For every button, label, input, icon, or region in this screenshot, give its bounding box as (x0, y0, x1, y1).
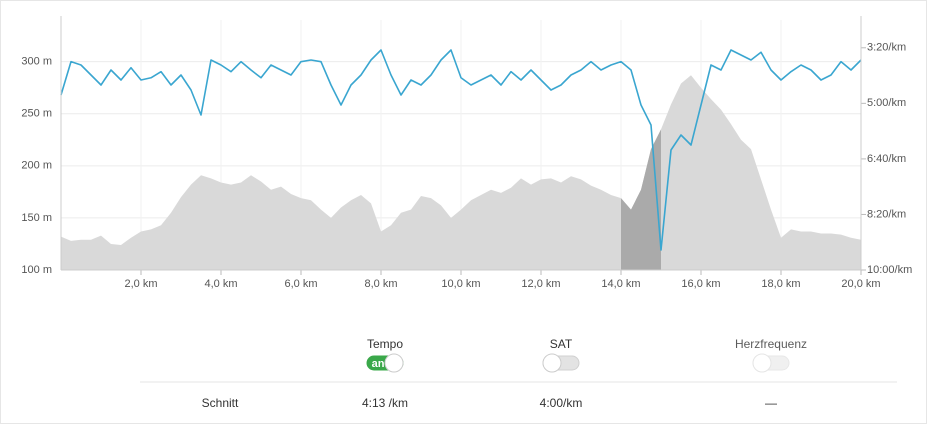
control-label: Herzfrequenz (735, 337, 807, 351)
toggle[interactable] (542, 353, 580, 373)
x-tick-label: 14,0 km (601, 278, 640, 290)
toggle-knob (752, 353, 772, 373)
y-tick-label: 300 m (21, 56, 52, 68)
y-tick-label: 200 m (21, 160, 52, 172)
y-tick-label: 150 m (21, 212, 52, 224)
summary-label: Schnitt (202, 396, 239, 410)
control-label: Tempo (367, 337, 403, 351)
y2-tick-label: 3:20/km (867, 42, 906, 54)
toggle-knob (384, 353, 404, 373)
y2-tick-label: 5:00/km (867, 97, 906, 109)
x-tick-label: 8,0 km (364, 278, 397, 290)
control-label: SAT (550, 337, 573, 351)
summary-value: 4:13 /km (362, 396, 408, 410)
x-tick-label: 6,0 km (284, 278, 317, 290)
x-tick-label: 16,0 km (681, 278, 720, 290)
x-tick-label: 20,0 km (841, 278, 880, 290)
toggle[interactable]: an (366, 353, 404, 373)
highlight (621, 75, 661, 270)
x-tick-label: 12,0 km (521, 278, 560, 290)
y-tick-label: 250 m (21, 108, 52, 120)
line (60, 49, 862, 251)
x-tick-label: 4,0 km (204, 278, 237, 290)
y2-tick-label: 6:40/km (867, 153, 906, 165)
toggle-state: an (372, 358, 385, 370)
x-tick-label: 18,0 km (761, 278, 800, 290)
x-tick-label: 10,0 km (441, 278, 480, 290)
toggle (752, 353, 790, 373)
summary-value: — (765, 396, 777, 410)
y2-tick-label: 8:20/km (867, 208, 906, 220)
y2-tick-label: 10:00/km (867, 264, 912, 276)
toggle-knob (542, 353, 562, 373)
x-tick-label: 2,0 km (124, 278, 157, 290)
controls: Tempo an SAT Herzfrequenz Schnitt 4:13 /km 4:0… (140, 337, 897, 410)
y-tick-label: 100 m (21, 264, 52, 276)
summary-value: 4:00/km (540, 396, 583, 410)
